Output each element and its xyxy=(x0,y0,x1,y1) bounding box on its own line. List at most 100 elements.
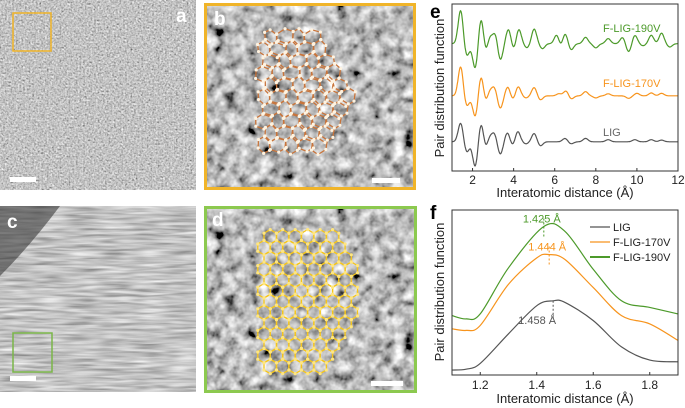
atom-dot xyxy=(281,357,285,361)
atom-dot xyxy=(287,368,291,372)
atom-dot xyxy=(343,336,347,340)
atom-dot xyxy=(333,61,337,66)
atom-dot xyxy=(312,274,316,278)
legend: LIG F-LIG-170V F-LIG-190V xyxy=(590,222,671,264)
atom-dot xyxy=(299,346,304,350)
atom-dot xyxy=(254,116,258,120)
atom-dot xyxy=(296,140,300,144)
atom-dot xyxy=(330,228,335,232)
atom-dot xyxy=(262,325,266,329)
atom-dot xyxy=(298,121,302,126)
atom-dot xyxy=(256,314,260,318)
atom-dot xyxy=(324,339,328,343)
atom-dot xyxy=(324,282,328,286)
atom-dot xyxy=(262,231,266,235)
atom-dot xyxy=(262,62,267,67)
atom-dot xyxy=(305,149,309,154)
atom-dot xyxy=(263,125,268,130)
atom-dot xyxy=(330,242,335,246)
atom-dot xyxy=(262,361,266,365)
atom-dot xyxy=(281,372,285,376)
atom-dot xyxy=(287,303,291,307)
atom-dot xyxy=(284,98,288,102)
atom-dot xyxy=(274,368,279,372)
atom-dot xyxy=(332,126,336,130)
atom-dot xyxy=(318,30,322,34)
atom-dot xyxy=(287,325,291,329)
atom-dot xyxy=(288,152,293,156)
atom-dot xyxy=(268,28,272,32)
atom-dot xyxy=(305,109,309,114)
atom-dot xyxy=(261,40,265,44)
atom-dot xyxy=(262,339,266,343)
atom-dot xyxy=(338,91,342,95)
atom-dot xyxy=(281,249,285,253)
atom-dot xyxy=(324,115,329,119)
atom-dot xyxy=(268,44,272,48)
atom-dot xyxy=(318,127,322,131)
atom-dot xyxy=(339,98,344,102)
panel-label-e: e xyxy=(430,2,441,23)
atom-dot xyxy=(295,44,299,49)
atom-dot xyxy=(288,112,293,116)
atom-dot xyxy=(326,73,330,78)
atom-dot xyxy=(343,242,347,246)
atom-dot xyxy=(306,328,310,332)
atom-dot xyxy=(262,318,266,322)
x-tick-label: 8 xyxy=(592,173,599,187)
atom-dot xyxy=(291,86,295,90)
atom-dot xyxy=(309,76,313,80)
series-label-170v: F-LIG-170V xyxy=(603,78,661,90)
atom-dot xyxy=(293,249,297,253)
atom-dot xyxy=(290,39,294,43)
atom-dot xyxy=(337,253,341,257)
atom-dot xyxy=(323,100,327,105)
atom-dot xyxy=(256,90,260,94)
atom-dot xyxy=(339,66,343,71)
atom-dot xyxy=(299,274,304,278)
atom-dot xyxy=(287,318,291,322)
atom-dot xyxy=(262,282,266,286)
atom-dot xyxy=(262,274,266,278)
atom-dot xyxy=(337,325,341,329)
atom-dot xyxy=(269,75,273,79)
atom-dot xyxy=(262,253,266,257)
atom-dot xyxy=(269,99,273,103)
atom-dot xyxy=(353,90,357,94)
atom-dot xyxy=(283,147,287,151)
atom-dot xyxy=(274,318,279,322)
atom-dot xyxy=(304,134,308,138)
atom-dot xyxy=(267,52,272,57)
x-tick-label: 1.4 xyxy=(528,378,545,392)
atom-dot xyxy=(312,296,316,300)
atom-dot xyxy=(332,110,337,114)
atom-dot xyxy=(330,307,335,311)
zoom-region-box xyxy=(12,12,52,52)
atom-dot xyxy=(317,87,321,92)
atom-dot xyxy=(299,231,304,235)
atom-dot xyxy=(256,242,260,246)
atom-dot xyxy=(274,238,279,242)
atom-dot xyxy=(268,271,272,275)
atom-dot xyxy=(288,56,292,61)
atom-dot xyxy=(349,260,353,264)
atom-dot xyxy=(274,274,279,278)
atom-dot xyxy=(309,148,314,152)
atom-dot xyxy=(306,285,310,289)
atom-dot xyxy=(282,75,286,80)
atom-dot xyxy=(306,314,310,318)
atom-dot xyxy=(281,307,285,311)
atom-dot xyxy=(318,271,322,275)
atom-dot xyxy=(343,292,347,296)
atom-dot xyxy=(291,77,295,82)
atom-dot xyxy=(306,336,310,340)
atom-dot xyxy=(306,307,310,311)
atom-dot xyxy=(256,49,261,54)
series-line-f-lig-190v xyxy=(451,222,679,321)
atom-dot xyxy=(331,79,335,83)
atom-dot xyxy=(295,148,299,152)
atom-dot xyxy=(260,64,265,69)
atom-dot xyxy=(337,274,341,278)
panel-label-c: c xyxy=(7,212,18,233)
atom-dot xyxy=(343,264,347,268)
